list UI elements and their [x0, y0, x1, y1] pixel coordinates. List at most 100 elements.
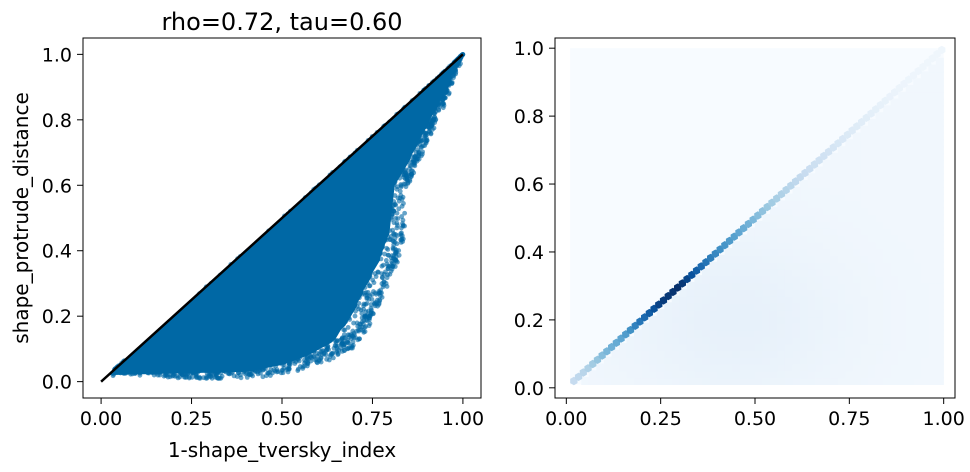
heatmap-cell	[913, 295, 922, 304]
heatmap-cell	[717, 349, 726, 358]
heatmap-cell	[845, 349, 854, 358]
heatmap-cell	[928, 173, 937, 182]
heatmap-cell	[618, 356, 627, 365]
heatmap-cell	[724, 309, 733, 318]
heatmap-cell	[883, 302, 892, 311]
heatmap-cell	[845, 186, 854, 195]
heatmap-cell	[913, 227, 922, 236]
heatmap-cell	[837, 363, 846, 372]
heatmap-cell	[913, 125, 922, 134]
heatmap-cell	[701, 377, 710, 386]
scatter-point	[365, 308, 371, 314]
heatmap-cell	[830, 329, 839, 338]
heatmap-cell	[686, 281, 695, 290]
heatmap-cell	[747, 377, 756, 386]
heatmap-cell	[671, 343, 680, 352]
heatmap-cell	[860, 173, 869, 182]
heatmap-cell	[792, 336, 801, 345]
heatmap-cell	[641, 377, 650, 386]
heatmap-cell	[686, 349, 695, 358]
heatmap-cell	[837, 166, 846, 175]
heatmap-cell	[875, 254, 884, 263]
heatmap-cell	[732, 247, 741, 256]
heatmap-cell	[883, 254, 892, 263]
heatmap-cell	[935, 281, 944, 290]
heatmap-cell	[867, 254, 876, 263]
scatter-point	[319, 348, 325, 354]
heatmap-cell	[777, 207, 786, 216]
heatmap-cell	[830, 159, 839, 168]
heatmap-cell	[762, 315, 771, 324]
heatmap-cell	[905, 322, 914, 331]
heatmap-cell	[867, 247, 876, 256]
heatmap-cell	[890, 349, 899, 358]
heatmap-cell	[664, 315, 673, 324]
heatmap-cell	[928, 105, 937, 114]
heatmap-cell	[709, 349, 718, 358]
scatter-point	[364, 295, 370, 301]
heatmap-cell	[762, 214, 771, 222]
heatmap-cell	[784, 329, 793, 338]
heatmap-cell	[852, 234, 861, 243]
heatmap-cell	[867, 166, 876, 175]
heatmap-cell	[732, 336, 741, 345]
heatmap-cell	[815, 166, 824, 175]
heatmap-cell	[724, 281, 733, 290]
heatmap-cell	[800, 309, 809, 318]
heatmap-cell	[883, 152, 892, 161]
heatmap-cell	[928, 207, 937, 216]
heatmap-cell	[935, 200, 944, 209]
heatmap-cell	[800, 268, 809, 277]
heatmap-cell	[792, 186, 801, 195]
heatmap-cell	[898, 322, 907, 331]
heatmap-cell	[822, 309, 831, 318]
heatmap-cell	[898, 180, 907, 189]
scatter-point	[423, 138, 429, 144]
heatmap-cell	[860, 254, 869, 263]
heatmap-cell	[724, 288, 733, 297]
heatmap-cell	[769, 268, 778, 277]
heatmap-cell	[905, 214, 914, 222]
heatmap-cell	[807, 302, 816, 311]
heatmap-cell	[837, 207, 846, 216]
heatmap-cell	[807, 254, 816, 263]
heatmap-cell	[634, 356, 643, 365]
heatmap-cell	[852, 288, 861, 297]
heatmap-cell	[898, 112, 907, 121]
scatter-point	[297, 364, 303, 369]
heatmap-cell	[717, 363, 726, 372]
heatmap-cell	[860, 268, 869, 277]
heatmap-cell	[852, 363, 861, 372]
heatmap-cell	[792, 214, 801, 222]
heatmap-cell	[830, 200, 839, 209]
heatmap-cell	[875, 336, 884, 345]
heatmap-cell	[913, 241, 922, 250]
heatmap-cell	[875, 295, 884, 304]
heatmap-cell	[792, 295, 801, 304]
heatmap-cell	[641, 343, 650, 352]
heatmap-cell	[837, 220, 846, 229]
heatmap-cell	[792, 302, 801, 311]
heatmap-cell	[717, 377, 726, 386]
heatmap-cell	[905, 159, 914, 168]
heatmap-cell	[822, 315, 831, 324]
scatter-point	[409, 159, 414, 165]
heatmap-cell	[883, 261, 892, 270]
heatmap-cell	[724, 254, 733, 263]
heatmap-cell	[875, 241, 884, 250]
scatter-point	[385, 272, 391, 278]
heatmap-cell	[747, 370, 756, 379]
scatter-point	[278, 370, 284, 376]
heatmap-cell	[800, 214, 809, 222]
heatmap-y-tick-label: 0.0	[514, 378, 544, 400]
scatter-point	[393, 216, 399, 221]
scatter-point	[401, 201, 406, 206]
heatmap-cell	[754, 343, 763, 352]
heatmap-cell	[883, 139, 892, 148]
heatmap-cell	[618, 377, 627, 386]
heatmap-cell	[784, 193, 793, 202]
heatmap-cell	[913, 214, 922, 222]
heatmap-cell	[860, 275, 869, 284]
heatmap-cell	[769, 214, 778, 222]
heatmap-cell	[807, 234, 816, 243]
